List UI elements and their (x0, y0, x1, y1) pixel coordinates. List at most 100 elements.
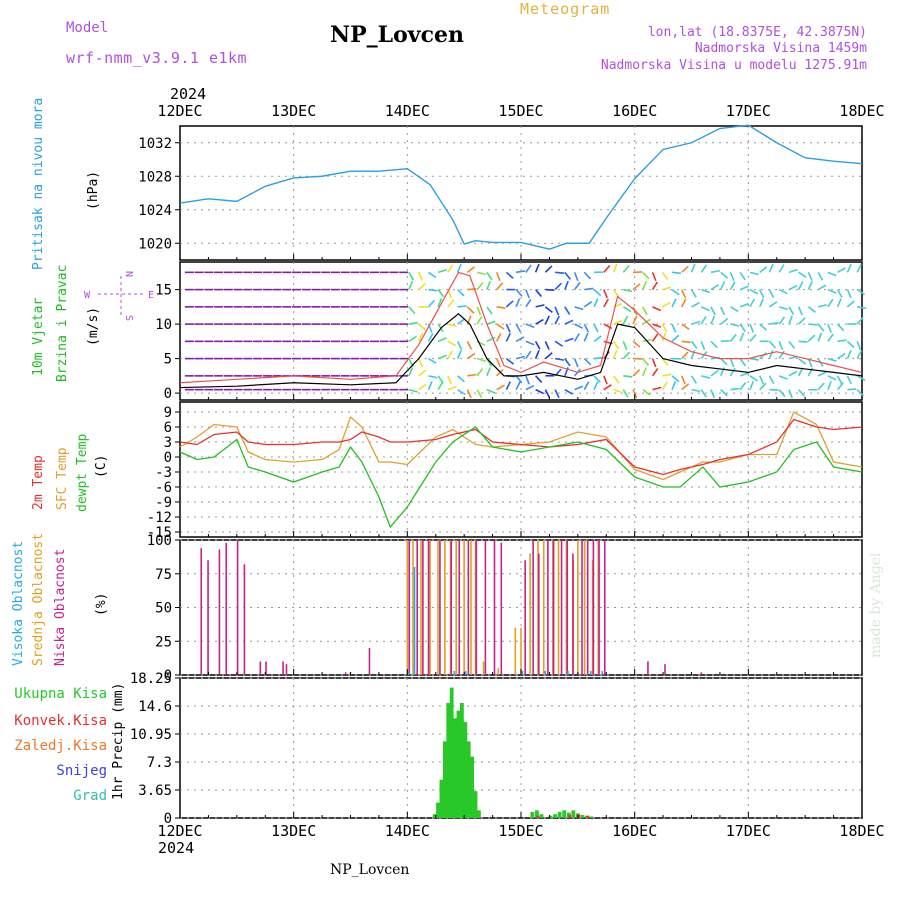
wind-arrow (710, 284, 719, 291)
wind-arrow (486, 306, 493, 315)
value-tick-label: 9 (164, 405, 172, 421)
wind-arrow (778, 341, 784, 351)
model-altitude-text: Nadmorska Visina u modelu 1275.91m (600, 58, 867, 73)
total-precip-bar (463, 722, 468, 818)
wind-arrow (847, 388, 857, 391)
wind-arrow (457, 289, 465, 297)
wind-arrow (739, 271, 746, 281)
wind-arrow (476, 306, 482, 316)
wind-arrow (476, 315, 483, 325)
wind-arrow (759, 323, 767, 331)
wind-arrow (525, 350, 532, 360)
wind-arrow (437, 354, 447, 360)
wind-arrow (691, 388, 701, 393)
wind-arrow (681, 265, 689, 273)
wind-arrow (535, 304, 545, 308)
wind-arrow (525, 375, 530, 385)
wind-arrow (583, 358, 592, 366)
wind-arrow (486, 320, 496, 325)
wind-arrow (856, 263, 862, 273)
wind-arrow (798, 340, 808, 343)
wind-arrow (573, 333, 580, 342)
wind-arrow (613, 319, 623, 325)
total-precip-bar (442, 741, 447, 818)
wind-arrow (758, 375, 765, 385)
wind-arrow (710, 369, 719, 377)
wind-arrow (564, 337, 574, 343)
wind-arrow (408, 271, 415, 281)
wind-arrow (739, 382, 747, 391)
value-tick-label: 3 (164, 435, 172, 451)
wind-arrow (418, 369, 427, 377)
wind-arrow (505, 323, 511, 333)
cloud-unit: (%) (94, 593, 109, 616)
temp-label-2m: 2m Temp (31, 455, 46, 510)
wind-arrow (495, 272, 501, 281)
wind-arrow (710, 306, 716, 316)
wind-arrow (837, 267, 846, 274)
wind-arrow (613, 388, 623, 394)
value-tick-label: 18.25 (130, 671, 172, 687)
wind-arrow (612, 349, 618, 359)
wind-arrow (564, 319, 574, 325)
wind-arrow (837, 323, 845, 332)
wind-arrow (583, 301, 593, 308)
wind-arrow (827, 333, 834, 342)
wind-arrow (661, 358, 669, 366)
wind-arrow (593, 335, 602, 342)
pressure-line (179, 124, 863, 250)
wind-arrow (798, 271, 807, 279)
compass-south: S (123, 315, 134, 321)
time-label-top: 15DEC (498, 102, 543, 120)
wind-arrow (554, 306, 560, 316)
wind-arrow (496, 368, 504, 377)
total-precip-bar (449, 687, 454, 818)
total-precip-bar (571, 810, 576, 818)
wind-arrow (846, 263, 852, 273)
wind-arrow (612, 289, 620, 298)
wind-arrow (437, 269, 448, 274)
wind-arrow (544, 341, 550, 350)
wind-arrow (652, 386, 662, 391)
wind-arrow (846, 300, 855, 308)
wind-gust-line (179, 271, 863, 384)
wind-arrow (729, 333, 737, 342)
wind-arrow (856, 350, 863, 359)
wind-arrow (496, 384, 505, 391)
wind-arrow (720, 306, 726, 316)
wind-arrow (768, 375, 775, 385)
wind-arrow (690, 349, 696, 359)
wind-arrow (496, 282, 504, 291)
wind-arrow (798, 357, 807, 365)
value-tick-label: 14.6 (138, 699, 172, 715)
wind-arrow (495, 332, 502, 342)
total-precip-bar (466, 741, 471, 818)
wind-arrow (515, 355, 526, 360)
value-tick-label: 0 (164, 450, 172, 466)
wind-speed-line (179, 312, 863, 389)
wind-arrow (632, 283, 641, 291)
value-tick-label: 50 (155, 601, 172, 617)
wind-arrow (769, 321, 779, 325)
time-label-bottom: 14DEC (385, 822, 430, 840)
wind-arrow (651, 358, 657, 368)
value-tick-label: -15 (147, 525, 172, 541)
wind-arrow (427, 381, 433, 390)
wind-arrow (661, 271, 669, 280)
wind-arrow (846, 375, 853, 385)
time-label-bottom: 16DEC (612, 822, 657, 840)
wind-arrow (730, 387, 740, 391)
wind-arrow (856, 306, 867, 310)
wind-arrow (720, 281, 726, 290)
wind-arrow (768, 289, 775, 298)
wind-arrow (515, 289, 523, 297)
wind-arrow (749, 380, 754, 390)
wind-arrow (642, 271, 650, 280)
wind-arrow (534, 349, 540, 359)
total-precip-bar (539, 814, 544, 818)
value-tick-label: 0 (164, 386, 172, 402)
dewpt-temp-line (179, 426, 863, 529)
legend-conv-precip: Konvek.Kisa (14, 713, 107, 729)
wind-arrow (408, 335, 417, 343)
value-tick-label: 15 (155, 283, 172, 299)
